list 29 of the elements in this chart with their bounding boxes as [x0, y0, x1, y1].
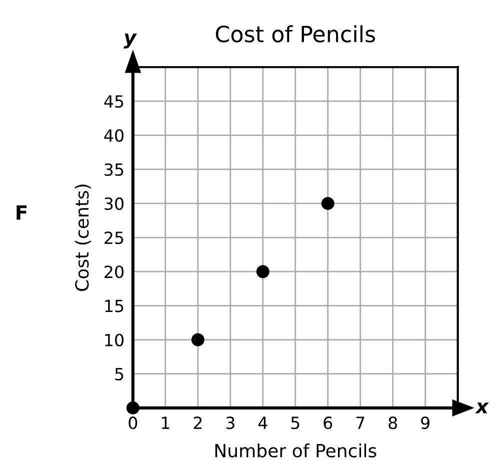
x-tick-label: 3 [226, 416, 234, 430]
text: x [475, 402, 489, 414]
chart-title: Cost of Pencils [216, 25, 376, 42]
text: F [16, 205, 27, 220]
text: y [124, 34, 137, 48]
y-tick-label: 10 [105, 334, 124, 346]
point [256, 265, 270, 278]
y-tick-label: 45 [104, 95, 124, 108]
x-tick-label: 6 [324, 416, 332, 430]
y-tick-label: 35 [104, 163, 124, 176]
x-tick-label: 9 [421, 416, 430, 430]
x-tick-label: 4 [258, 416, 268, 429]
point [126, 401, 140, 414]
x-axis-title: Number of Pencils [215, 444, 376, 458]
x-tick-label: 2 [194, 416, 202, 429]
y-tick-label: 40 [104, 129, 124, 142]
x-tick-label: 0 [128, 416, 138, 430]
point [191, 333, 204, 346]
point [321, 196, 334, 210]
y-tick-label: 20 [104, 266, 124, 278]
x-tick-label: 8 [388, 416, 397, 430]
y-tick-label: 30 [104, 197, 124, 210]
x-tick-label: 7 [356, 416, 364, 429]
y-tick-label: 5 [115, 368, 124, 380]
y-tick-label: 15 [105, 300, 124, 312]
y-axis-title: Cost (cents) [74, 184, 91, 291]
y-tick-label: 25 [104, 231, 124, 244]
x-tick-label: 1 [162, 416, 170, 429]
x-tick-label: 5 [291, 416, 300, 430]
